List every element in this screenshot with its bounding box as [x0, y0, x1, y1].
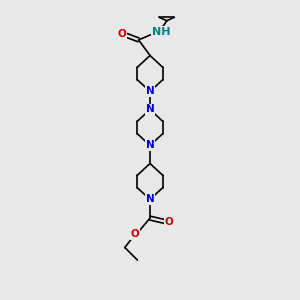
- Text: O: O: [117, 29, 126, 39]
- Text: N: N: [146, 104, 154, 115]
- Text: N: N: [146, 86, 154, 97]
- Text: N: N: [146, 140, 154, 151]
- Text: NH: NH: [152, 27, 170, 37]
- Text: O: O: [165, 217, 174, 227]
- Text: N: N: [146, 194, 154, 205]
- Text: O: O: [130, 229, 140, 239]
